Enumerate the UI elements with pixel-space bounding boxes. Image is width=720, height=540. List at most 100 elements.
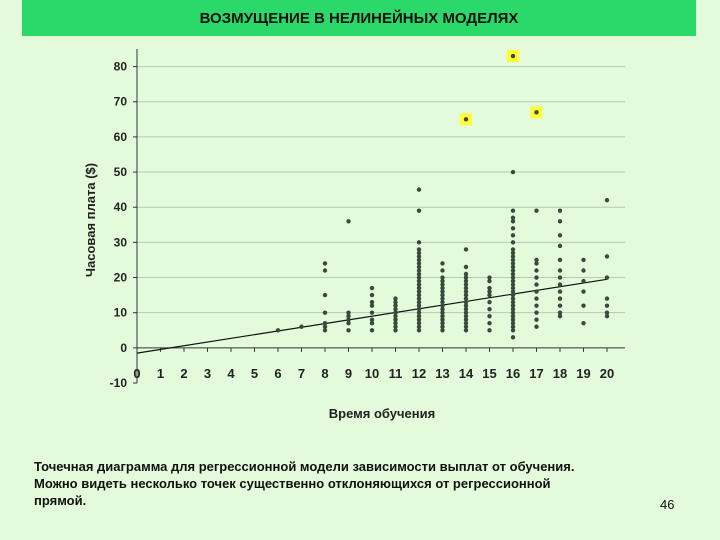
data-point	[557, 233, 563, 238]
data-point	[487, 292, 492, 298]
data-point	[534, 310, 539, 315]
regression-layer	[136, 278, 608, 354]
data-point	[275, 328, 281, 333]
data-point	[463, 317, 469, 322]
data-point	[510, 169, 516, 175]
x-tick-label: 16	[506, 366, 520, 381]
data-point	[510, 219, 516, 224]
data-point	[299, 324, 304, 329]
data-point	[510, 247, 516, 252]
data-point	[393, 306, 398, 312]
data-point	[510, 289, 516, 294]
data-point	[487, 321, 492, 326]
data-point	[510, 215, 516, 220]
data-point	[346, 321, 351, 326]
data-point	[463, 296, 469, 301]
data-point	[416, 321, 422, 326]
x-tick-label: 9	[345, 366, 352, 381]
data-point	[322, 261, 328, 266]
grid-layer	[137, 66, 625, 314]
data-point	[416, 247, 422, 252]
data-point	[487, 275, 492, 280]
x-tick-label: 0	[133, 366, 140, 381]
data-point	[557, 208, 563, 213]
data-point	[510, 317, 516, 322]
data-point	[463, 247, 469, 252]
data-point	[416, 317, 422, 322]
x-tick-label: 12	[412, 366, 426, 381]
x-tick-label: 6	[274, 366, 281, 381]
data-point	[416, 314, 422, 319]
caption-line: Точечная диаграмма для регрессионной мод…	[34, 459, 575, 474]
data-point	[534, 303, 539, 308]
data-point	[604, 310, 610, 315]
data-point	[463, 321, 469, 326]
data-point	[557, 243, 563, 249]
data-point	[534, 257, 539, 263]
data-point	[440, 292, 445, 298]
data-point	[557, 289, 563, 294]
x-axis-label: Время обучения	[329, 406, 435, 421]
data-point	[487, 289, 492, 294]
data-point	[369, 321, 375, 326]
caption-line: Можно видеть несколько точек существенно…	[34, 476, 551, 491]
x-tick-label: 7	[298, 366, 305, 381]
data-point	[557, 268, 563, 273]
data-point	[463, 310, 469, 315]
data-point	[416, 299, 422, 305]
data-point	[416, 268, 422, 273]
data-point	[534, 208, 539, 213]
data-point	[346, 314, 351, 319]
data-point	[440, 282, 445, 287]
data-point	[510, 324, 516, 329]
data-point	[393, 328, 398, 333]
data-point	[416, 240, 422, 245]
data-point	[557, 303, 563, 308]
y-tick-label: 40	[114, 200, 128, 214]
data-point	[393, 317, 398, 322]
y-tick-label: 50	[114, 165, 128, 179]
data-point	[440, 321, 445, 326]
points-layer	[275, 50, 610, 340]
data-point	[416, 278, 422, 284]
outlier-point	[463, 117, 469, 122]
axis-layer	[133, 49, 625, 384]
data-point	[534, 268, 539, 273]
data-point	[440, 306, 445, 312]
data-point	[416, 250, 422, 256]
data-point	[487, 306, 492, 312]
data-point	[581, 289, 586, 294]
y-tick-label: 70	[114, 95, 128, 109]
data-point	[416, 187, 422, 192]
data-point	[416, 257, 422, 263]
data-point	[463, 278, 469, 284]
data-point	[416, 271, 422, 277]
data-point	[557, 257, 563, 263]
data-point	[604, 296, 610, 301]
data-point	[510, 240, 516, 245]
data-point	[463, 306, 469, 312]
x-tick-label: 1	[157, 366, 164, 381]
caption-line: прямой.	[34, 493, 87, 508]
data-point	[534, 317, 539, 322]
data-point	[369, 328, 375, 333]
data-point	[510, 268, 516, 273]
data-point	[416, 254, 422, 259]
data-point	[463, 289, 469, 294]
data-point	[416, 310, 422, 315]
data-point	[604, 275, 610, 280]
data-point	[534, 261, 539, 266]
data-point	[416, 296, 422, 301]
data-point	[510, 282, 516, 287]
data-point	[510, 285, 516, 291]
data-point	[463, 282, 469, 287]
data-point	[416, 328, 422, 333]
x-tick-label: 19	[576, 366, 590, 381]
x-tick-label: 4	[227, 366, 235, 381]
data-point	[604, 303, 610, 308]
data-point	[440, 314, 445, 319]
data-point	[557, 275, 563, 280]
data-point	[369, 285, 375, 291]
data-point	[440, 299, 445, 305]
